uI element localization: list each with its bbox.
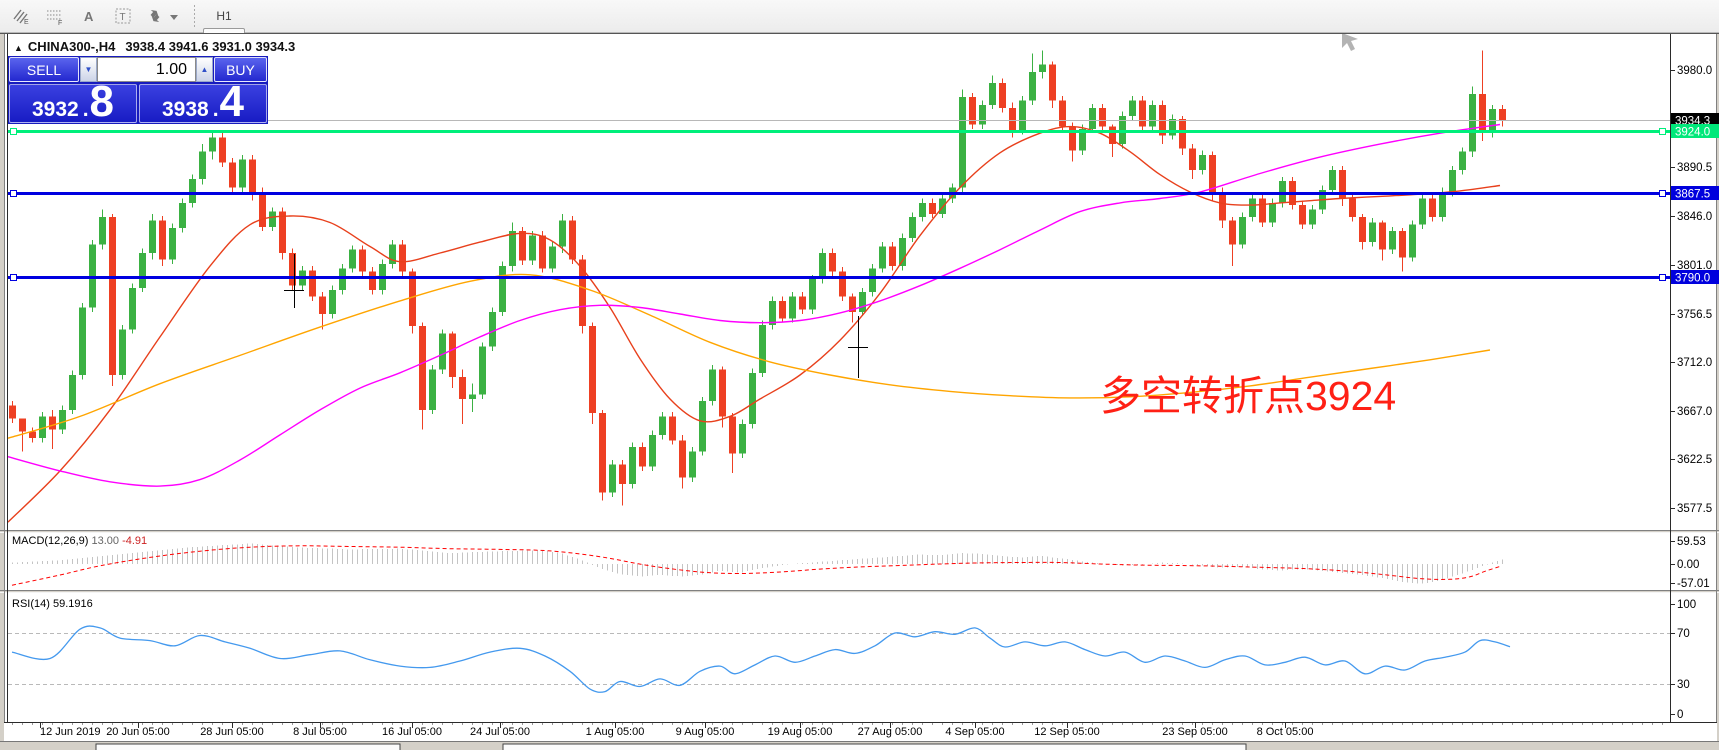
svg-text:100: 100 [1677,599,1696,611]
ma-slow-magenta [7,123,1501,487]
svg-text:F: F [58,20,62,26]
svg-text:T: T [120,12,126,23]
svg-text:4 Sep 05:00: 4 Sep 05:00 [945,726,1004,738]
svg-text:3867.5: 3867.5 [1675,189,1710,201]
symbol-collapse-icon[interactable]: ▲ [14,43,23,53]
svg-text:19 Aug 05:00: 19 Aug 05:00 [768,726,833,738]
svg-text:3801.0: 3801.0 [1677,260,1712,272]
sell-price-pip: 8 [89,77,115,126]
svg-text:3790.0: 3790.0 [1675,273,1710,285]
macd-signal-line [11,545,1503,586]
hline-3867-handle[interactable] [1659,190,1666,197]
svg-text:3712.0: 3712.0 [1677,357,1712,369]
buy-price-dot: . [212,98,219,121]
macd-indicator-label: MACD(12,26,9) 13.00 -4.91 [12,535,147,547]
svg-text:12 Sep 05:00: 12 Sep 05:00 [1034,726,1099,738]
buy-price-main: 3938 [161,98,209,121]
svg-text:70: 70 [1677,628,1690,640]
text-box-icon[interactable]: T [108,2,138,30]
svg-text:3577.5: 3577.5 [1677,503,1712,515]
svg-text:1 Aug 05:00: 1 Aug 05:00 [586,726,645,738]
rsi-line [11,625,1511,693]
svg-text:3846.0: 3846.0 [1677,211,1712,223]
sell-price-main: 3932 [31,98,79,121]
mouse-cursor [1342,33,1358,51]
toolbar-separator [194,5,195,27]
arrows-dropdown-icon[interactable] [142,2,184,30]
symbol-name: CHINA300-,H4 [27,39,116,54]
price-badge-3924.0 [1671,124,1719,138]
fibonacci-icon[interactable]: F [40,2,70,30]
svg-text:0.00: 0.00 [1677,559,1699,571]
svg-text:3667.0: 3667.0 [1677,406,1712,418]
ma-fast-red [7,125,1501,523]
one-click-trade-panel: SELL ▼ 1.00 ▲ BUY 3932. 8 3938. 4 [8,56,268,124]
hline-3924-handle[interactable] [10,128,17,135]
bottom-strip-panel [95,743,401,750]
ohlc-values: 3938.4 3941.6 3931.0 3934.3 [125,39,296,54]
hline-3924-handle[interactable] [1659,128,1666,135]
volume-decrease-button[interactable]: ▼ [80,57,97,82]
svg-text:8 Oct 05:00: 8 Oct 05:00 [1257,726,1314,738]
date-axis[interactable]: 12 Jun 2019 20 Jun 05:00 28 Jun 05:00 8 Jul… [12,723,1663,738]
svg-text:20 Jun 05:00: 20 Jun 05:00 [106,726,170,738]
svg-text:8 Jul 05:00: 8 Jul 05:00 [293,726,347,738]
bottom-strip-panel [502,743,1247,750]
macd-main-value: 13.00 [91,535,120,547]
buy-price-button[interactable]: 3938. 4 [139,77,267,126]
svg-text:9 Aug 05:00: 9 Aug 05:00 [676,726,735,738]
hline-3790-handle[interactable] [10,274,17,281]
sell-price-button[interactable]: 3932. 8 [9,77,137,126]
macd-name: MACD(12,26,9) [12,535,89,547]
chart-text-annotation[interactable]: 多空转折点3924 [1100,373,1397,419]
hline-3867-handle[interactable] [10,190,17,197]
svg-text:3980.0: 3980.0 [1677,65,1712,77]
svg-text:3890.5: 3890.5 [1677,162,1712,174]
svg-text:-57.01: -57.01 [1677,578,1710,590]
sell-button[interactable]: SELL [9,57,79,82]
svg-text:59.53: 59.53 [1677,536,1706,548]
volume-input[interactable]: 1.00 [97,57,196,82]
svg-text:3924.0: 3924.0 [1675,127,1710,139]
svg-text:A: A [84,9,94,24]
hline-3790-handle[interactable] [1659,274,1666,281]
chart-title: ▲ CHINA300-,H4 3938.4 3941.6 3931.0 3934.3 [14,39,295,54]
buy-button[interactable]: BUY [214,57,267,82]
svg-text:3756.5: 3756.5 [1677,309,1712,321]
svg-text:30: 30 [1677,679,1690,691]
svg-text:16 Jul 05:00: 16 Jul 05:00 [382,726,442,738]
timeframe-h1[interactable]: H1 [216,9,232,23]
price-badge-3934.3 [1671,113,1719,127]
rsi-value: 59.1916 [52,598,93,610]
svg-text:E: E [24,19,29,26]
svg-text:28 Jun 05:00: 28 Jun 05:00 [200,726,264,738]
price-badge-3790.0 [1671,270,1719,284]
candles [9,50,1506,506]
svg-text:23 Sep 05:00: 23 Sep 05:00 [1162,726,1227,738]
svg-text:24 Jul 05:00: 24 Jul 05:00 [470,726,530,738]
sell-price-dot: . [82,98,89,121]
rsi-name: RSI(14) [12,598,50,610]
rsi-indicator-label: RSI(14) 59.1916 [12,598,93,610]
svg-text:3622.5: 3622.5 [1677,454,1712,466]
svg-text:12 Jun 2019: 12 Jun 2019 [40,726,101,738]
text-label-icon[interactable]: A [74,2,104,30]
ma-medium-orange [7,273,1491,439]
svg-text:0: 0 [1677,709,1683,721]
price-axis[interactable]: 3980.0 3890.5 3846.0 3801.0 3756.5 3712.0 3667… [1670,65,1712,721]
svg-text:27 Aug 05:00: 27 Aug 05:00 [858,726,923,738]
price-badge-3867.5 [1671,186,1719,200]
indicator-crayon-icon[interactable]: E [6,2,36,30]
macd-signal-value: -4.91 [122,535,148,547]
volume-increase-button[interactable]: ▲ [196,57,213,82]
buy-price-pip: 4 [219,77,245,126]
